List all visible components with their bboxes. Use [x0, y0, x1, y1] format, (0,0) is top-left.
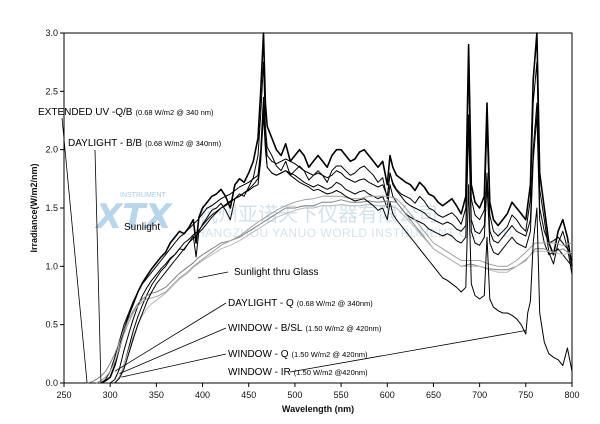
annotation-leader-line: [197, 271, 229, 279]
series-line-daylight-b-b: [96, 195, 573, 384]
series-line-window-ir: [114, 108, 573, 384]
series-layer: [86, 32, 573, 384]
y-tick-label: 3.0: [45, 28, 58, 38]
watermark-logo-sub: INSTRUMENT: [120, 192, 167, 199]
annotation: DAYLIGHT - Q (0.68 W/m2 @ 340nm): [114, 298, 373, 372]
annotation-leader-line: [114, 302, 227, 372]
annotation: EXTENDED UV -Q/B (0.68 W/m2 @ 340 nm): [38, 107, 214, 384]
x-tick-label: 400: [195, 390, 210, 400]
series-line-daylight-q: [100, 96, 573, 384]
x-tick-label: 300: [103, 390, 118, 400]
annotation-label: Sunlight thru Glass: [234, 267, 319, 278]
y-tick-label: 1.5: [45, 203, 58, 213]
x-tick-label: 600: [380, 390, 395, 400]
annotation-label: DAYLIGHT - B/B (0.68 W/m2 @ 340nm): [68, 138, 222, 149]
annotation-label: WINDOW - B/SL (1.50 W/m2 @ 420nm): [228, 323, 382, 334]
annotation: WINDOW - B/SL (1.50 W/m2 @ 420nm): [119, 323, 382, 375]
annotation-label: EXTENDED UV -Q/B (0.68 W/m2 @ 340 nm): [38, 107, 214, 118]
x-tick-label: 800: [564, 390, 579, 400]
watermark-logo: XTX: [94, 197, 173, 237]
annotation-leader-line: [94, 149, 102, 384]
annotation-label: DAYLIGHT - Q (0.68 W/m2 @ 340nm): [228, 298, 373, 309]
annotation-label: WINDOW - IR (1.50 W/m2 @420nm): [228, 367, 368, 378]
x-tick-label: 700: [472, 390, 487, 400]
annotation: Sunlight: [124, 222, 160, 233]
x-tick-label: 750: [518, 390, 533, 400]
annotation: Sunlight thru Glass: [197, 267, 319, 279]
series-line-window-q: [109, 114, 573, 384]
annotation-leader-line: [289, 330, 526, 373]
annotation-label: WINDOW - Q (1.50 W/m2 @ 420nm): [228, 349, 368, 360]
y-tick-label: 0.5: [45, 320, 58, 330]
annotations-layer: EXTENDED UV -Q/B (0.68 W/m2 @ 340 nm) DAYL…: [38, 107, 526, 384]
ticks-layer: 250 300 350 400 450 500 550 600 650 700 750 800 0.0 0…: [45, 28, 579, 400]
annotation: WINDOW - Q (1.50 W/m2 @ 420nm): [121, 349, 368, 378]
x-axis-title: Wavelength (nm): [282, 404, 354, 414]
y-tick-label: 0.0: [45, 378, 58, 388]
annotation: DAYLIGHT - B/B (0.68 W/m2 @ 340nm): [68, 138, 222, 384]
x-tick-label: 450: [241, 390, 256, 400]
watermark-english: HANGZHOU YANUO WORLD INSTRUMENT CO., LTD: [196, 226, 512, 240]
x-tick-label: 650: [426, 390, 441, 400]
x-tick-label: 350: [149, 390, 164, 400]
y-axis-title: Irradiance(W/m2/nm): [29, 163, 39, 252]
series-line-sunlight-thru-glass: [114, 61, 573, 384]
annotation-leader-line: [121, 353, 227, 378]
x-tick-label: 550: [334, 390, 349, 400]
annotation-leader-line: [61, 117, 88, 384]
x-tick-label: 500: [287, 390, 302, 400]
y-tick-label: 2.5: [45, 86, 58, 96]
series-line-extended-uv-q-b: [86, 199, 573, 384]
y-tick-label: 2.0: [45, 145, 58, 155]
y-tick-label: 1.0: [45, 261, 58, 271]
x-tick-label: 250: [56, 390, 71, 400]
annotation-leader-line: [119, 327, 227, 375]
annotation: WINDOW - IR (1.50 W/m2 @420nm): [228, 330, 526, 378]
series-line-window-b-sl: [114, 204, 573, 384]
annotation-label: Sunlight: [124, 222, 160, 233]
